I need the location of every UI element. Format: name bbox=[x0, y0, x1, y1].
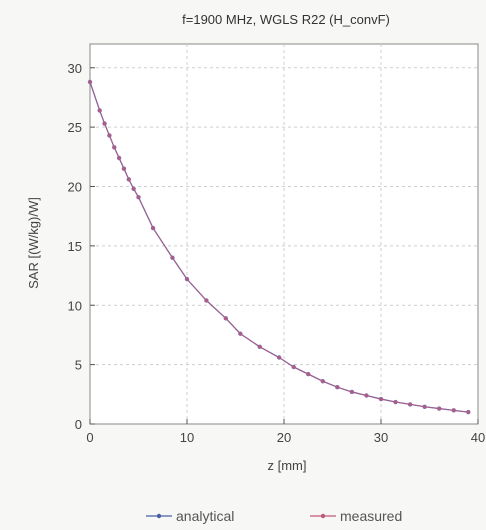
data-point-measured bbox=[393, 400, 398, 404]
y-tick-label: 20 bbox=[68, 180, 82, 195]
y-tick-label: 10 bbox=[68, 298, 82, 313]
legend-marker-measured bbox=[320, 513, 326, 519]
data-point-measured bbox=[122, 166, 126, 171]
data-point-measured bbox=[306, 372, 311, 376]
legend-marker-analytical bbox=[156, 513, 162, 519]
y-tick-label: 25 bbox=[68, 120, 82, 135]
data-point-measured bbox=[131, 187, 136, 191]
data-point-measured bbox=[321, 379, 325, 384]
data-point-measured bbox=[102, 121, 107, 126]
y-tick-label: 15 bbox=[68, 239, 82, 254]
data-point-measured bbox=[364, 393, 369, 398]
data-point-measured bbox=[408, 402, 412, 407]
legend-label-analytical: analytical bbox=[176, 508, 234, 524]
data-point-measured bbox=[257, 345, 262, 349]
series-layer bbox=[87, 79, 471, 415]
data-point-measured bbox=[350, 390, 354, 394]
data-point-measured bbox=[422, 404, 427, 409]
chart-title: f=1900 MHz, WGLS R22 (H_convF) bbox=[182, 12, 390, 27]
legend-item-measured: measured bbox=[310, 508, 402, 524]
data-point-measured bbox=[335, 385, 340, 389]
x-tick-label: 10 bbox=[180, 430, 194, 445]
x-tick-label: 40 bbox=[471, 430, 485, 445]
data-point-measured bbox=[97, 108, 102, 113]
y-tick-label: 30 bbox=[68, 61, 82, 76]
data-point-measured bbox=[238, 331, 243, 336]
y-axis-label: SAR [(W/kg)/W] bbox=[26, 197, 41, 289]
data-point-measured bbox=[151, 226, 155, 230]
data-point-measured bbox=[451, 408, 456, 413]
data-point-measured bbox=[291, 365, 296, 369]
data-point-measured bbox=[170, 255, 175, 260]
grid bbox=[90, 44, 478, 424]
data-point-measured bbox=[136, 195, 141, 199]
y-tick-label: 5 bbox=[75, 358, 82, 373]
x-tick-label: 30 bbox=[374, 430, 388, 445]
x-tick-label: 0 bbox=[86, 430, 93, 445]
legend-item-analytical: analytical bbox=[146, 508, 234, 524]
axis-ticks: 0 10 20 30 40 0 5 10 15 20 25 30 bbox=[68, 61, 486, 445]
data-point-measured bbox=[107, 133, 112, 138]
data-point-measured bbox=[224, 316, 228, 321]
data-point-measured bbox=[127, 177, 131, 182]
data-point-measured bbox=[117, 156, 121, 160]
data-point-measured bbox=[379, 397, 383, 401]
data-point-measured bbox=[204, 298, 209, 303]
data-point-measured bbox=[277, 355, 281, 360]
x-axis-label: z [mm] bbox=[268, 458, 307, 473]
data-point-measured bbox=[185, 277, 189, 281]
data-point-measured bbox=[112, 145, 117, 150]
legend: analytical measured bbox=[146, 508, 402, 524]
data-point-measured bbox=[466, 410, 471, 414]
y-tick-label: 0 bbox=[75, 417, 82, 432]
x-tick-label: 20 bbox=[277, 430, 291, 445]
legend-label-measured: measured bbox=[340, 508, 402, 524]
data-point-measured bbox=[88, 80, 92, 84]
data-point-measured bbox=[437, 406, 442, 411]
